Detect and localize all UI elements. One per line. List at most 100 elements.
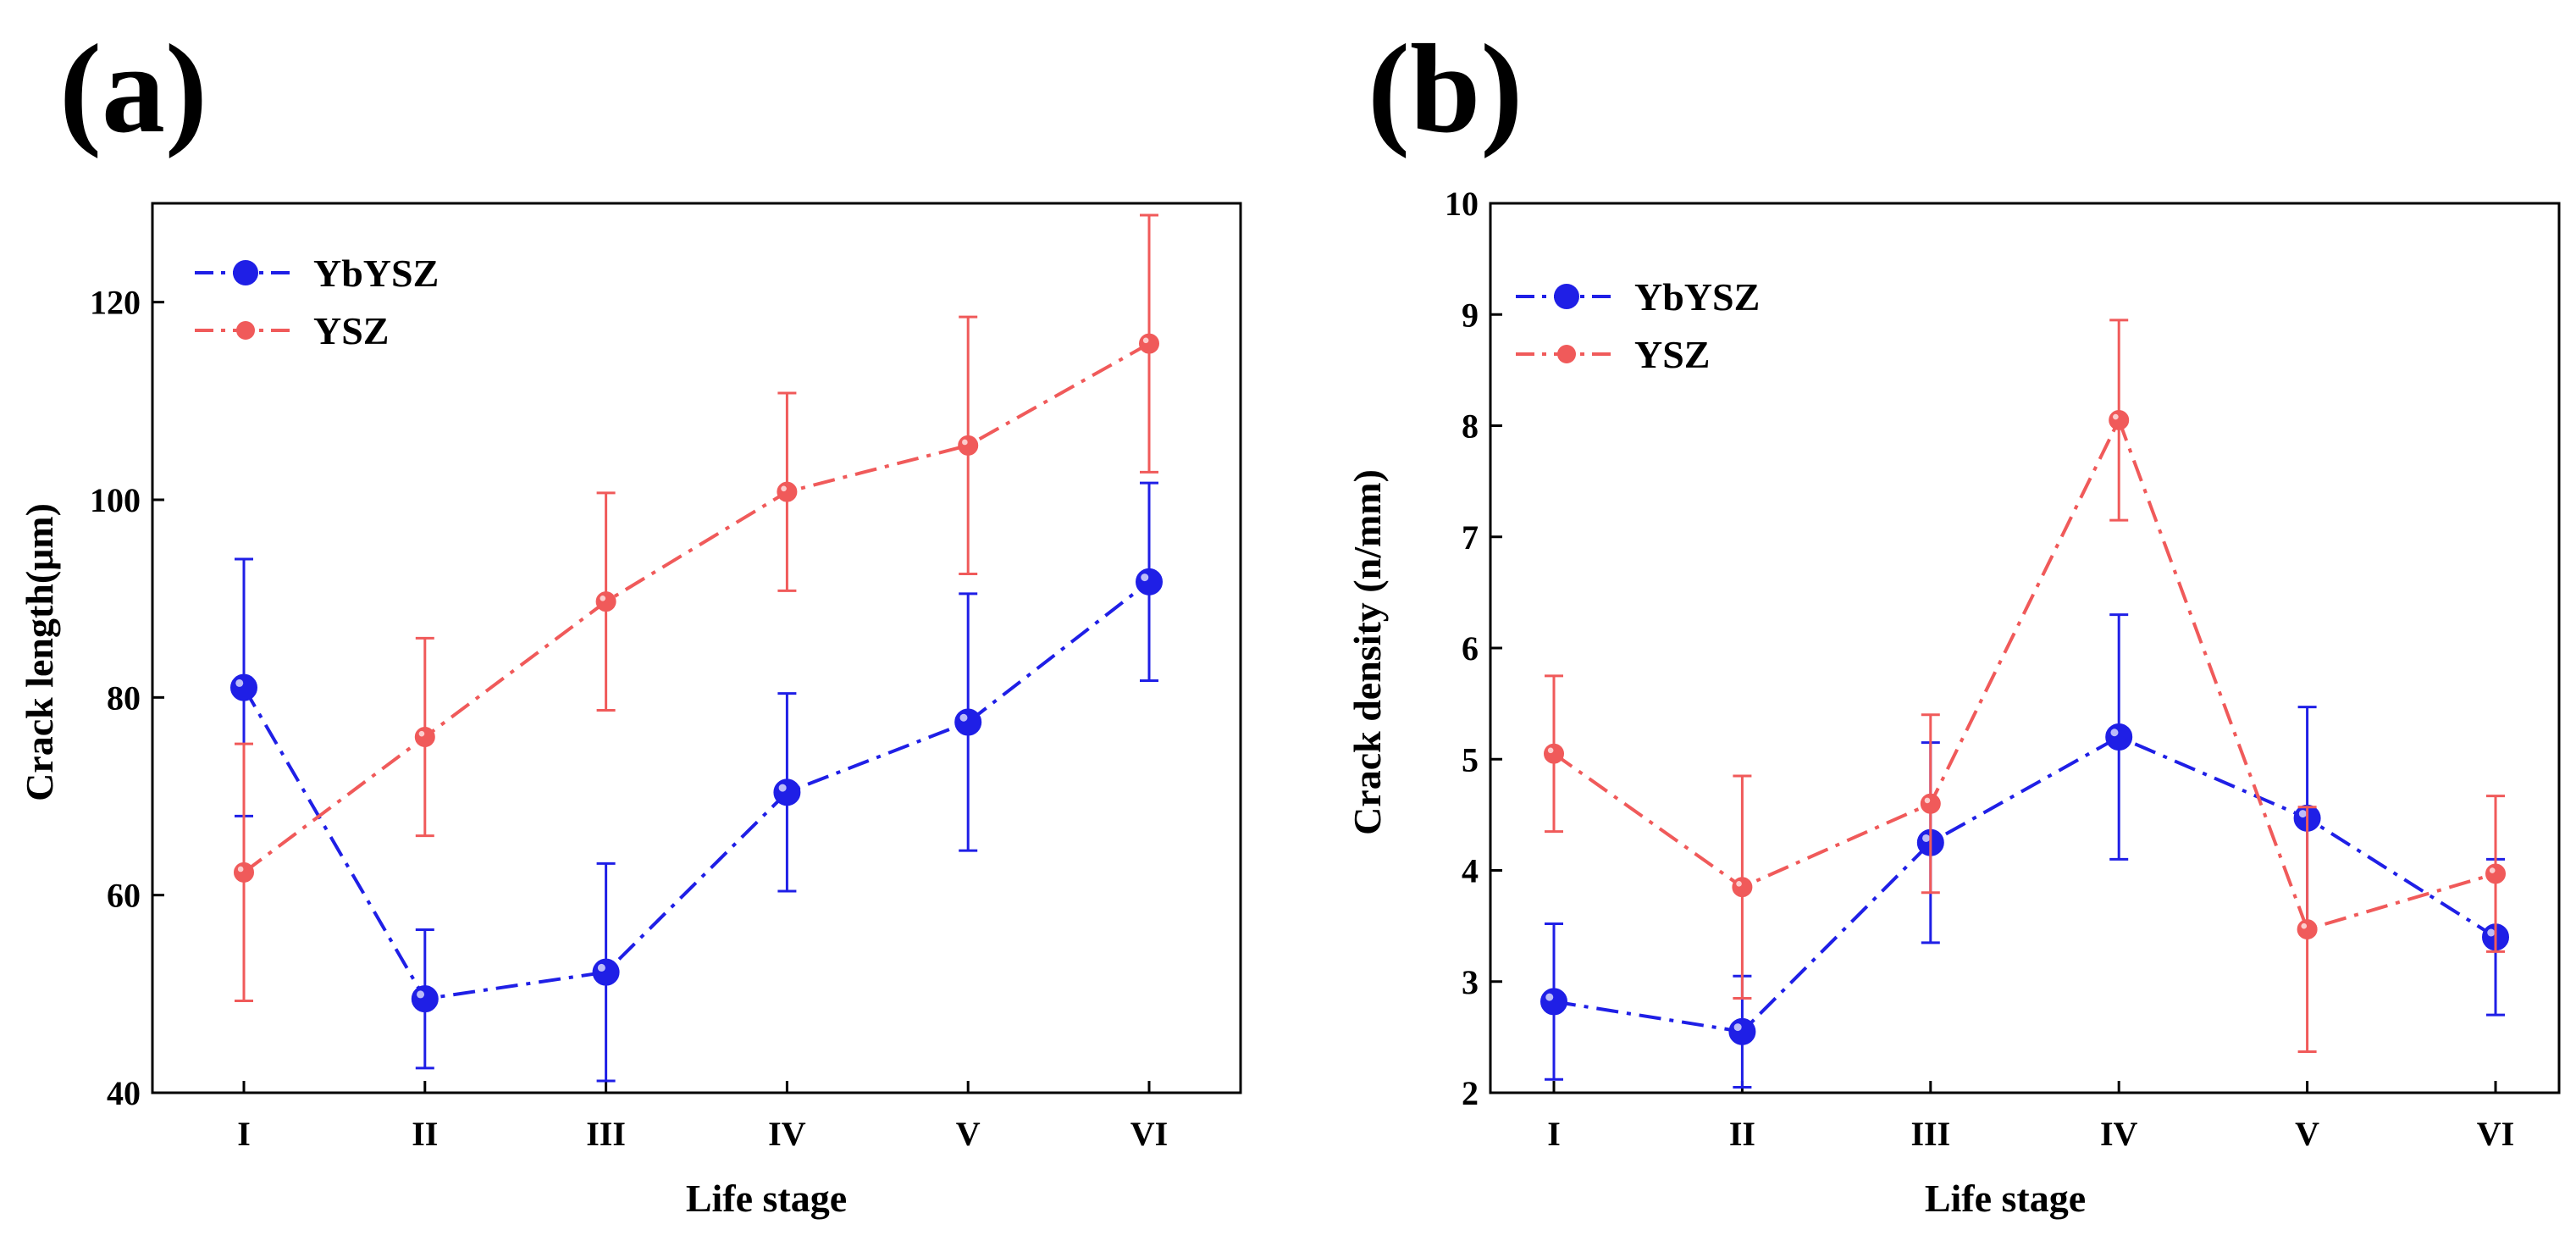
panel-a-ysz-legend-label: YSZ [313,309,389,352]
panel-b-ysz-legend-entry: YSZ [1516,333,1710,376]
panel-a-xtick-label: III [586,1115,626,1153]
panel-a-ysz-point-highlight [418,730,425,737]
panel-b-ybysz-point-highlight [1922,834,1931,842]
panel-b-ybysz-point-highlight [2487,928,2496,937]
panel-b-ysz-legend-label: YSZ [1634,333,1710,376]
panel-b-ybysz-point-highlight [1733,1023,1742,1032]
panel-b-ysz-legend-marker [1557,345,1576,363]
panel-b-ybysz-point-highlight [2298,810,2307,818]
panel-b-ysz-series [1544,319,2506,1053]
panel-a-ybysz-point-highlight [597,963,605,972]
panel-a-xlabel: Life stage [686,1177,847,1220]
panel-b-ybysz-point-highlight [1545,993,1554,1001]
panel-b-ysz-point [2109,409,2130,430]
panel-a-ybysz-point-highlight [417,990,425,999]
panel-a-xtick-label: V [956,1115,981,1153]
panel-a-ysz-point-highlight [1142,337,1149,344]
panel-b-ybysz-point-highlight [2110,729,2119,737]
panel-b-ybysz-series [1540,613,2509,1089]
panel-a-ysz-point-highlight [962,439,968,446]
panel-a-ybysz-point [773,778,801,806]
panel-a-ysz-point [414,727,435,747]
panel-a-ytick-label: 40 [107,1074,141,1112]
panel-b-ysz-point-highlight [2489,867,2496,873]
panel-b-ytick-label: 6 [1462,629,1479,668]
panel-b-ysz-point [1732,877,1753,898]
panel-a-ybysz-legend-marker [233,260,258,285]
panel-a-ysz-point [958,435,979,456]
panel-b-ybysz-point [1540,988,1567,1016]
panel-a-ybysz-legend-label: YbYSZ [313,252,439,295]
panel-a-ybysz-point-highlight [235,679,244,687]
panel-a-ysz-point [234,861,254,883]
panel-b-xtick-label: IV [2100,1115,2138,1153]
panel-a-ybysz-point-highlight [1141,573,1149,582]
panel-a-ysz-line [242,341,1150,874]
panel-a-ysz-point-highlight [237,866,244,873]
panel-b-ytick-label: 9 [1462,296,1479,334]
panel-b-ysz-point-highlight [1924,797,1931,804]
panel-b-ysz-point-highlight [1736,881,1742,887]
panel-b-ytick-label: 2 [1462,1074,1479,1112]
panel-a-ytick-label: 60 [107,877,141,915]
panel-b-ytick-label: 8 [1462,407,1479,446]
panel-a-label: (a) [59,19,207,159]
panel-b-ytick-label: 7 [1462,518,1479,557]
panel-a-ybysz-point-highlight [778,784,787,792]
panel-b-ysz-point [1544,743,1564,764]
panel-b-label: (b) [1368,19,1523,159]
panel-b-ysz-line [1552,415,2496,932]
panel-a-ysz-point [1139,333,1159,354]
panel-b-ysz-point-highlight [1547,747,1554,754]
panel-b-ysz-point [2485,863,2506,884]
panel-a-ybysz-legend-entry: YbYSZ [195,252,439,295]
panel-b-ybysz-point [2105,723,2133,751]
panel-b-xtick-label: I [1547,1115,1561,1153]
panel-b-ytick-label: 5 [1462,740,1479,778]
panel-a-ytick-label: 80 [107,679,141,717]
panel-a-xtick-label: I [237,1115,251,1153]
panel-a-ybysz-series [230,481,1163,1083]
panel-a-ybysz-point [411,985,439,1013]
panel-b-ysz-point [1920,793,1941,814]
panel-b-ytick-label: 4 [1462,852,1479,890]
panel-a-ysz-series [234,213,1159,1002]
panel-a-ytick-label: 100 [90,481,141,519]
panel-a-xtick-label: IV [768,1115,806,1153]
panel-b-ybysz-point [1728,1017,1756,1045]
panel-b-ybysz-legend-label: YbYSZ [1634,275,1760,319]
panel-a-ysz-legend-entry: YSZ [195,309,389,352]
panel-b-ylabel: Crack density (n/mm) [1346,469,1389,835]
panel-b-ytick-label: 3 [1462,963,1479,1001]
panel-b-ybysz-line [1553,734,2497,1033]
panel-a-ybysz-line [242,580,1151,1001]
panel-b-xtick-label: II [1729,1115,1755,1153]
panel-a-ysz-point-highlight [600,596,606,601]
panel-b-ysz-point [2297,919,2318,940]
panel-a-ybysz-point [592,958,620,986]
panel-b-xtick-label: V [2295,1115,2319,1153]
panel-b-ysz-point-highlight [2113,413,2119,420]
panel-a-ytick-label: 120 [90,284,141,322]
panel-a-ysz-point [595,591,616,612]
panel-a-ybysz-point [954,708,982,736]
panel-b-xtick-label: III [1910,1115,1950,1153]
panel-b-ybysz-legend-entry: YbYSZ [1516,275,1760,319]
panel-a-ylabel: Crack length(μm) [18,503,61,801]
panel-a-ysz-point-highlight [781,485,787,492]
panel-b-ysz-point-highlight [2301,922,2308,929]
panel-b-ytick-label: 10 [1445,185,1479,223]
panel-a-ysz-legend-marker [236,321,255,340]
panel-a-ysz-point [777,481,798,502]
panel-b-xtick-label: VI [2477,1115,2514,1153]
panel-a-ybysz-point [1136,568,1163,596]
panel-b-ybysz-legend-marker [1554,284,1579,309]
panel-a-ybysz-point-highlight [959,713,968,722]
panel-a-xtick-label: II [412,1115,438,1153]
panel-a-xtick-label: VI [1130,1115,1168,1153]
